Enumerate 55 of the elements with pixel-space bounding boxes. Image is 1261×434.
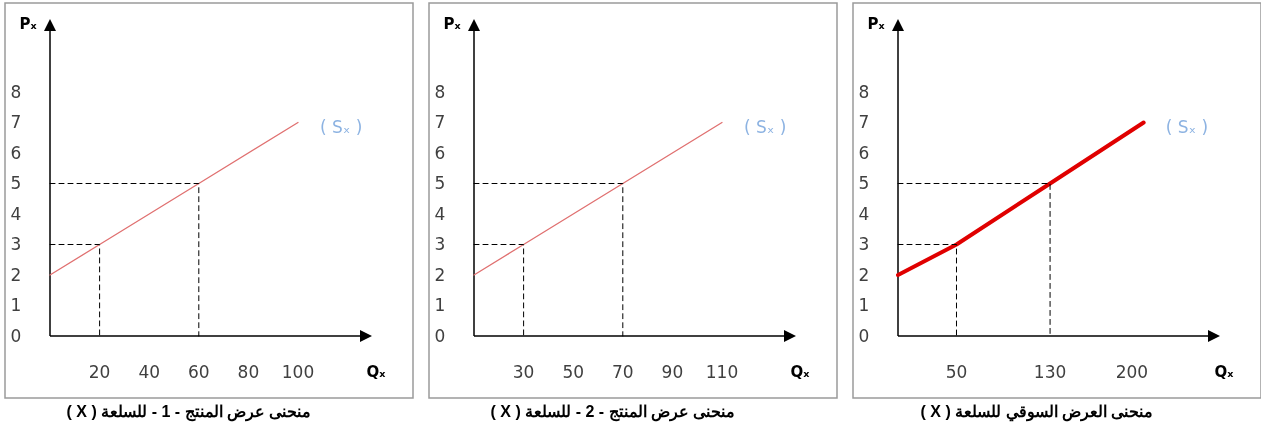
x-tick-label: 100: [281, 361, 315, 382]
y-tick-label: 4: [434, 203, 446, 224]
x-tick-label: 30: [512, 361, 535, 382]
x-axis-title: Qₓ: [1214, 363, 1235, 382]
text: منحنى عرض المنتج - 1 - للسلعة ( X ): [66, 403, 312, 422]
x-tick-label: 130: [1033, 361, 1067, 382]
x-tick-label: 90: [661, 361, 684, 382]
y-tick-label: 5: [858, 173, 870, 194]
y-tick-label: 6: [10, 142, 22, 163]
y-tick-label: 2: [434, 264, 446, 285]
line-series: [896, 120, 1146, 277]
series-label: ( Sₓ ): [744, 116, 787, 137]
text: منحنى العرض السوقي للسلعة ( X ): [920, 403, 1154, 422]
x-tick-label: 70: [611, 361, 634, 382]
x-axis-title: Qₓ: [790, 363, 811, 382]
y-tick-label: 1: [10, 295, 22, 316]
x-axis-title: Qₓ: [366, 363, 387, 382]
y-tick-label: 5: [10, 173, 22, 194]
y-tick-label: 1: [858, 295, 870, 316]
y-tick-label: 7: [858, 112, 870, 133]
y-tick-label: 0: [10, 325, 22, 346]
y-tick-label: 7: [10, 112, 22, 133]
y-tick-label: 5: [434, 173, 446, 194]
y-tick-label: 6: [858, 142, 870, 163]
y-tick-label: 2: [858, 264, 870, 285]
y-tick-label: 1: [434, 295, 446, 316]
y-tick-label: 8: [10, 81, 22, 102]
x-tick-label: 50: [562, 361, 585, 382]
series-label: ( Sₓ ): [1165, 116, 1209, 137]
x-tick-label: 40: [138, 361, 161, 382]
y-axis-title: Pₓ: [443, 15, 462, 33]
y-tick-label: 8: [858, 81, 870, 102]
y-tick-label: 6: [434, 142, 446, 163]
line-series: [49, 121, 299, 276]
x-tick-label: 200: [1115, 361, 1149, 382]
x-tick-label: 50: [945, 361, 968, 382]
y-tick-label: 0: [858, 325, 870, 346]
y-tick-label: 4: [10, 203, 22, 224]
series-label: ( Sₓ ): [320, 116, 363, 137]
y-tick-label: 0: [434, 325, 446, 346]
x-tick-label: 20: [88, 361, 111, 382]
line-series: [473, 121, 723, 276]
y-tick-label: 3: [858, 234, 870, 255]
y-tick-label: 7: [434, 112, 446, 133]
text: منحنى عرض المنتج - 2 - للسلعة ( X ): [490, 403, 736, 422]
y-tick-label: 2: [10, 264, 22, 285]
y-axis-title: Pₓ: [19, 15, 38, 33]
x-tick-label: 60: [187, 361, 210, 382]
y-tick-label: 8: [434, 81, 446, 102]
x-tick-label: 80: [237, 361, 260, 382]
y-tick-label: 4: [858, 203, 870, 224]
y-axis-title: Pₓ: [867, 15, 886, 33]
y-tick-label: 3: [10, 234, 22, 255]
x-tick-label: 110: [705, 361, 739, 382]
y-tick-label: 3: [434, 234, 446, 255]
